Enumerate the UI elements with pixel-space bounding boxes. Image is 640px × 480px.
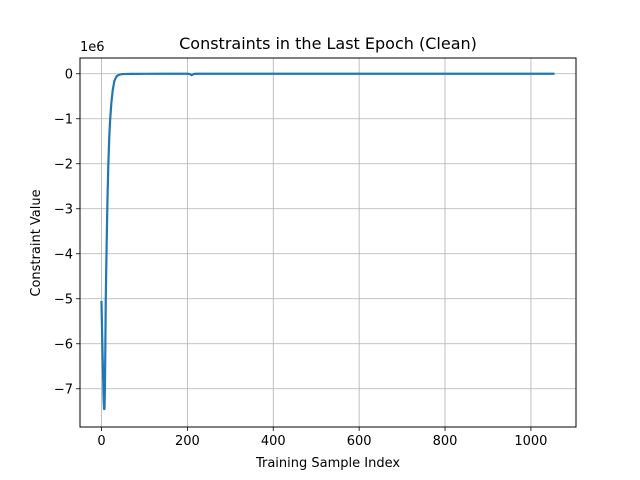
x-tick-label: 200 xyxy=(175,434,200,449)
series-layer xyxy=(100,72,555,411)
y-axis: 0 −1 −2 −3 −4 −5 −6 −7 xyxy=(54,67,80,397)
chart-title: Constraints in the Last Epoch (Clean) xyxy=(179,34,477,53)
x-tick-label: 0 xyxy=(97,434,105,449)
x-tick-label: 1000 xyxy=(514,434,547,449)
y-tick-label: −7 xyxy=(54,382,73,397)
y-tick-label: 0 xyxy=(65,67,73,82)
x-axis: 0 200 400 600 800 1000 xyxy=(97,427,547,449)
y-tick-label: −6 xyxy=(54,337,73,352)
y-axis-title: Constraint Value xyxy=(29,189,44,296)
x-tick-label: 400 xyxy=(261,434,286,449)
x-tick-label: 800 xyxy=(433,434,458,449)
x-tick-label: 600 xyxy=(347,434,372,449)
plot-area-frame xyxy=(79,57,577,428)
y-tick-label: −5 xyxy=(54,292,73,307)
y-tick-label: −4 xyxy=(54,247,73,262)
y-tick-label: −1 xyxy=(54,112,73,127)
x-axis-title: Training Sample Index xyxy=(255,456,400,471)
y-tick-label: −3 xyxy=(54,202,73,217)
grid xyxy=(80,58,576,427)
series-line-0 xyxy=(100,72,555,411)
y-offset-label: 1e6 xyxy=(80,40,105,55)
y-tick-label: −2 xyxy=(54,157,73,172)
